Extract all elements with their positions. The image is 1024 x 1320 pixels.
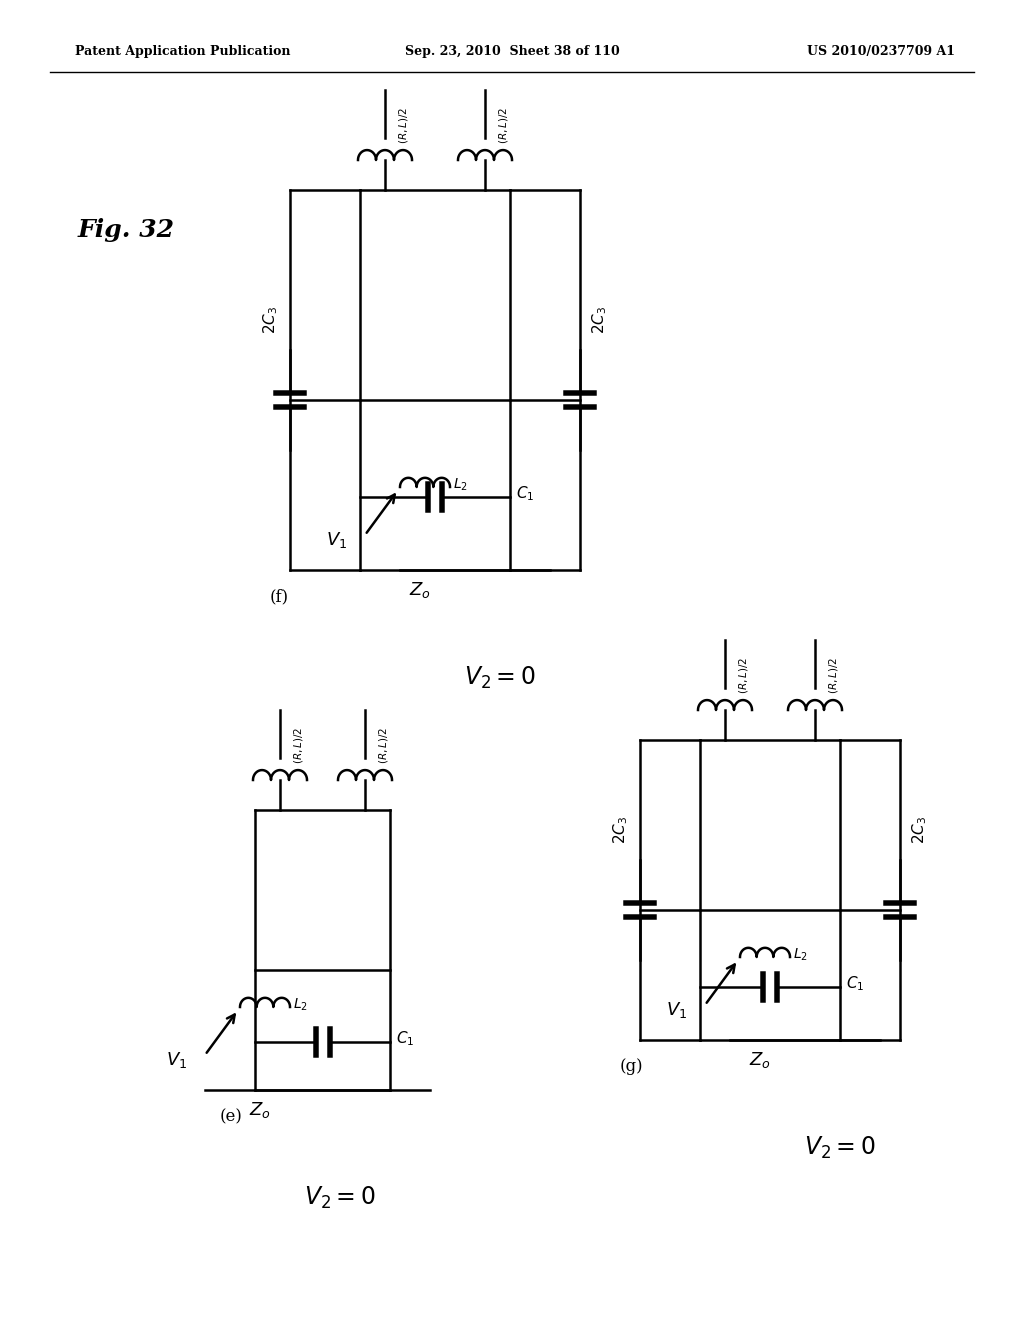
Text: $2C_3$: $2C_3$ [590, 306, 608, 334]
Text: $(R,L)/2$: $(R,L)/2$ [292, 726, 305, 763]
Text: $2C_3$: $2C_3$ [910, 816, 929, 843]
Text: $(R,L)/2$: $(R,L)/2$ [497, 107, 510, 144]
Text: $C_1$: $C_1$ [516, 484, 535, 503]
Text: $V_2 = 0$: $V_2 = 0$ [304, 1185, 376, 1212]
Text: $(R,L)/2$: $(R,L)/2$ [827, 656, 840, 693]
Text: $V_2 = 0$: $V_2 = 0$ [464, 665, 536, 692]
Text: $Z_o$: $Z_o$ [249, 1100, 271, 1119]
Text: $L_2$: $L_2$ [793, 946, 808, 964]
Text: (e): (e) [220, 1107, 243, 1125]
Text: $(R,L)/2$: $(R,L)/2$ [377, 726, 390, 763]
Text: $(R,L)/2$: $(R,L)/2$ [397, 107, 410, 144]
Text: (g): (g) [620, 1059, 644, 1074]
Text: Patent Application Publication: Patent Application Publication [75, 45, 291, 58]
Text: Sep. 23, 2010  Sheet 38 of 110: Sep. 23, 2010 Sheet 38 of 110 [404, 45, 620, 58]
Text: $2C_3$: $2C_3$ [611, 816, 630, 843]
Text: US 2010/0237709 A1: US 2010/0237709 A1 [807, 45, 955, 58]
Text: (f): (f) [270, 587, 289, 605]
Text: $V_1$: $V_1$ [166, 1049, 187, 1071]
Text: $V_1$: $V_1$ [666, 1001, 687, 1020]
Text: $V_1$: $V_1$ [326, 531, 347, 550]
Text: $C_1$: $C_1$ [396, 1030, 415, 1048]
Text: $(R,L)/2$: $(R,L)/2$ [737, 656, 750, 693]
Text: $Z_o$: $Z_o$ [750, 1049, 771, 1071]
Text: $L_2$: $L_2$ [293, 997, 308, 1014]
Text: $Z_o$: $Z_o$ [409, 579, 431, 601]
Text: Fig. 32: Fig. 32 [78, 218, 175, 242]
Text: $2C_3$: $2C_3$ [261, 306, 280, 334]
Text: $C_1$: $C_1$ [846, 974, 864, 994]
Text: $V_2 = 0$: $V_2 = 0$ [804, 1135, 876, 1162]
Text: $L_2$: $L_2$ [453, 477, 468, 494]
